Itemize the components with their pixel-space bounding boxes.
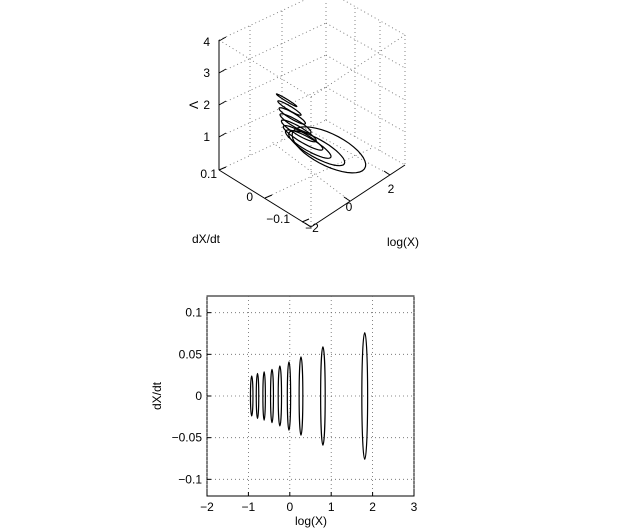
x-tick-label: 2 [369, 500, 376, 514]
chart-3d: 1 2 3 4 0.1 0 −0.1 −2 0 2 Λ dX/dt log(X) [187, 0, 419, 249]
y-ticks-2d: 0.1 0.05 0 −0.05 −0.1 [172, 306, 211, 486]
orbit-trace [361, 332, 369, 460]
z-ticks: 1 2 3 4 [203, 35, 227, 144]
x-tick-label: −2 [200, 500, 214, 514]
traces-3d [275, 93, 367, 174]
y-tick-label: −0.05 [172, 431, 203, 445]
z-tick-label: 1 [203, 130, 210, 144]
orbit-trace [320, 346, 326, 446]
x-tick-label: 2 [388, 182, 395, 196]
y-axis-label-2d: dX/dt [150, 381, 164, 410]
orbit-trace-3d [277, 100, 302, 116]
y-ticks-3d: 0.1 0 −0.1 [200, 166, 310, 226]
grid-2d [206, 296, 415, 496]
orbit-trace-3d [280, 119, 317, 143]
x-tick-label: −1 [242, 500, 256, 514]
y-tick-label: −0.1 [178, 472, 202, 486]
x-tick-label: 0 [286, 500, 293, 514]
plot-frame [206, 295, 415, 497]
orbit-trace [298, 356, 304, 436]
orbit-trace-3d [282, 124, 324, 151]
orbit-trace [249, 375, 254, 417]
orbit-trace-3d [275, 93, 298, 108]
chart-2d: 0.1 0.05 0 −0.05 −0.1 −2 −1 0 1 2 3 dX/dt log(X) [150, 295, 418, 528]
x-ticks-3d: −2 0 2 [304, 170, 395, 235]
z-tick-label: 4 [203, 35, 210, 49]
x-tick-label: 3 [411, 500, 418, 514]
y-tick-label: 0.1 [185, 306, 202, 320]
x-tick-label: 0 [346, 200, 353, 214]
y-tick-label: −0.1 [266, 212, 290, 226]
z-tick-label: 3 [203, 66, 210, 80]
orbit-trace-3d [278, 107, 306, 125]
orbit-trace [269, 368, 275, 424]
y-tick-label: 0 [195, 389, 202, 403]
x-tick-label: 1 [328, 500, 335, 514]
z-tick-label: 2 [203, 98, 210, 112]
z-axis-label: Λ [187, 101, 201, 109]
x-ticks-2d: −2 −1 0 1 2 3 [200, 492, 418, 514]
orbit-trace [277, 365, 283, 427]
orbit-trace [262, 371, 266, 421]
box-3d [218, 0, 406, 228]
y-tick-label: 0 [246, 190, 253, 204]
traces-2d [249, 332, 369, 460]
y-tick-label: 0.1 [200, 167, 217, 181]
x-axis-label-3d: log(X) [387, 235, 419, 249]
orbit-trace-3d [279, 113, 312, 134]
orbit-trace [255, 372, 260, 420]
y-axis-label-3d: dX/dt [192, 232, 221, 246]
x-axis-label-2d: log(X) [295, 514, 327, 528]
orbit-trace-3d [288, 130, 346, 167]
orbit-trace [286, 361, 292, 431]
orbit-trace-3d [291, 126, 367, 174]
x-tick-label: −2 [305, 221, 319, 235]
y-tick-label: 0.05 [179, 347, 203, 361]
